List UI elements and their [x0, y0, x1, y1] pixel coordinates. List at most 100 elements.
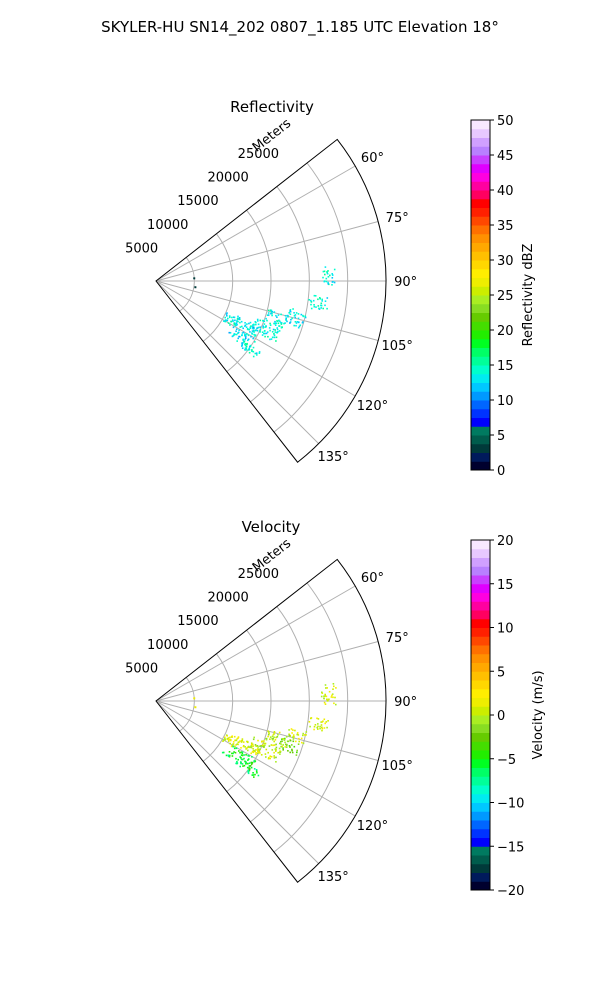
echo-point	[277, 734, 279, 736]
reflectivity-panel: Reflectivity 500010000150002000025000Met…	[125, 98, 536, 479]
echo-point	[326, 307, 328, 310]
range-ring	[226, 629, 272, 793]
echo-point	[227, 317, 229, 320]
echo-point	[236, 340, 238, 342]
echo-point	[289, 309, 292, 311]
echo-point	[324, 722, 326, 725]
echo-point	[258, 351, 261, 353]
colorbar-band	[471, 715, 490, 725]
echo-point	[296, 749, 298, 752]
echo-point	[256, 327, 259, 329]
echo-point	[283, 738, 286, 741]
echo-point	[236, 320, 238, 323]
echo-point	[245, 326, 248, 328]
range-ring	[202, 653, 234, 762]
echo-point	[248, 348, 251, 351]
echo-point	[331, 273, 333, 275]
echo-point	[243, 757, 245, 760]
echo-point	[270, 312, 272, 315]
colorbar-band	[471, 828, 490, 838]
echo-point	[241, 334, 243, 337]
echo-point	[323, 280, 326, 283]
echo-point	[251, 756, 253, 758]
echo-point	[324, 695, 327, 697]
colorbar-band	[471, 627, 490, 637]
echo-point	[228, 315, 231, 317]
colorbar-band	[471, 137, 490, 147]
echo-point	[235, 757, 237, 760]
colorbar-band	[471, 312, 490, 322]
echo-point	[272, 328, 275, 331]
echo-point	[244, 337, 247, 339]
range-ring	[202, 233, 234, 342]
echo-point	[229, 324, 231, 326]
echo-point	[236, 323, 238, 326]
echo-point	[245, 345, 248, 348]
echo-point	[273, 732, 276, 734]
echo-point	[264, 332, 266, 335]
colorbar-band	[471, 303, 490, 313]
azimuth-gridline	[155, 700, 356, 817]
echo-point	[227, 737, 230, 739]
colorbar-band	[471, 846, 490, 856]
reflectivity-title: Reflectivity	[230, 98, 314, 116]
echo-point	[274, 324, 277, 326]
colorbar-band	[471, 811, 490, 821]
echo-point	[294, 314, 297, 316]
echo-point	[231, 735, 233, 737]
echo-point	[326, 726, 328, 729]
echo-point	[274, 739, 277, 741]
echo-point	[331, 277, 334, 279]
colorbar-tick-label: 35	[497, 219, 514, 234]
echo-point	[276, 736, 279, 738]
echo-point	[324, 703, 327, 705]
radial-tick-label: 10000	[147, 218, 188, 233]
echo-point	[267, 335, 269, 338]
angular-tick-label: 120°	[357, 819, 388, 834]
azimuth-gridline	[155, 280, 356, 397]
echo-point	[246, 333, 248, 335]
echo-point	[245, 754, 247, 756]
colorbar-tick-label: −15	[497, 840, 524, 855]
echo-point	[255, 352, 258, 354]
echo-point	[287, 750, 289, 752]
range-ring	[250, 606, 310, 823]
echo-point	[321, 726, 323, 729]
echo-point	[248, 767, 250, 769]
echo-point	[246, 328, 249, 330]
echo-point	[310, 303, 312, 306]
echo-point	[267, 757, 270, 760]
echo-point	[249, 765, 252, 767]
echo-point	[277, 322, 280, 325]
velocity-panel: Velocity 500010000150002000025000Meters6…	[125, 518, 546, 899]
echo-point	[233, 316, 236, 319]
echo-point	[324, 300, 327, 302]
echo-point	[274, 331, 277, 333]
echo-point	[242, 342, 244, 344]
echo-point	[271, 737, 273, 740]
echo-point	[310, 717, 312, 720]
echo-point	[290, 728, 293, 730]
colorbar-band	[471, 295, 490, 305]
echo-point	[239, 321, 241, 324]
echo-point	[285, 743, 287, 746]
echo-point	[232, 741, 235, 743]
echo-point	[255, 329, 257, 331]
colorbar-tick-label: −5	[497, 753, 516, 768]
echo-point	[262, 745, 264, 748]
echo-point	[238, 335, 240, 338]
echo-point	[251, 774, 254, 776]
echo-point	[292, 734, 295, 736]
echo-point	[287, 740, 290, 743]
echo-point	[278, 325, 280, 327]
echo-point	[271, 738, 274, 741]
colorbar-band	[471, 338, 490, 348]
echo-point	[226, 737, 229, 740]
echo-point	[234, 323, 237, 326]
echo-point	[237, 320, 239, 323]
echo-point	[226, 319, 229, 322]
echo-point	[252, 337, 254, 340]
echo-point	[331, 284, 333, 286]
echo-point	[265, 748, 268, 751]
echo-point	[264, 744, 266, 747]
